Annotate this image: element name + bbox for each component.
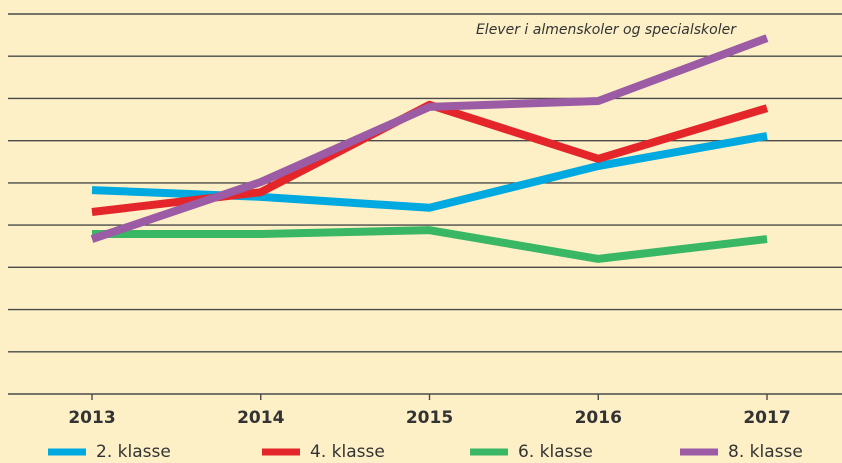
x-tick-label: 2014 xyxy=(237,408,284,428)
legend-label: 8. klasse xyxy=(728,442,803,462)
annotation: Elever i almenskoler og specialskoler xyxy=(476,22,737,38)
x-tick-label: 2016 xyxy=(575,408,622,428)
x-tick-label: 2015 xyxy=(406,408,453,428)
series-line xyxy=(90,34,769,243)
series-line xyxy=(92,226,768,263)
x-tick-label: 2017 xyxy=(743,408,790,428)
legend-label: 2. klasse xyxy=(96,442,171,462)
series-line xyxy=(91,132,768,212)
x-tick-label: 2013 xyxy=(68,408,115,428)
legend-label: 4. klasse xyxy=(310,442,385,462)
legend-label: 6. klasse xyxy=(518,442,593,462)
